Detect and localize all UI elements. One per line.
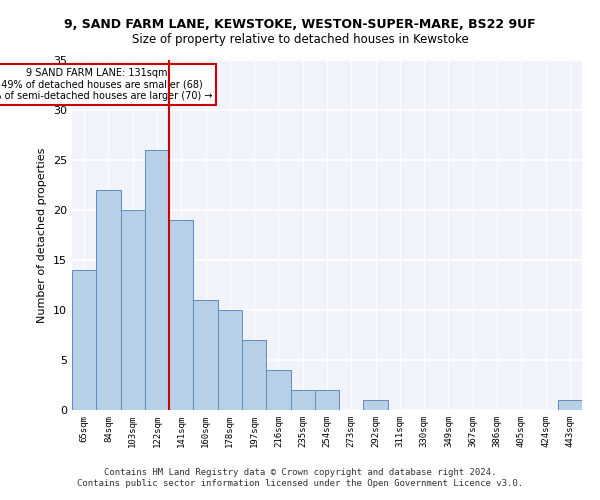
Bar <box>96 190 121 410</box>
Text: Contains HM Land Registry data © Crown copyright and database right 2024.
Contai: Contains HM Land Registry data © Crown c… <box>77 468 523 487</box>
Text: 9, SAND FARM LANE, KEWSTOKE, WESTON-SUPER-MARE, BS22 9UF: 9, SAND FARM LANE, KEWSTOKE, WESTON-SUPE… <box>64 18 536 30</box>
Bar <box>315 390 339 410</box>
Text: Size of property relative to detached houses in Kewstoke: Size of property relative to detached ho… <box>131 32 469 46</box>
Bar <box>364 400 388 410</box>
Bar <box>72 270 96 410</box>
Bar <box>218 310 242 410</box>
Bar <box>290 390 315 410</box>
Bar <box>169 220 193 410</box>
Bar <box>145 150 169 410</box>
Bar <box>558 400 582 410</box>
Y-axis label: Number of detached properties: Number of detached properties <box>37 148 47 322</box>
Text: 9 SAND FARM LANE: 131sqm
← 49% of detached houses are smaller (68)
50% of semi-d: 9 SAND FARM LANE: 131sqm ← 49% of detach… <box>0 68 212 101</box>
Bar <box>266 370 290 410</box>
Bar <box>193 300 218 410</box>
Bar <box>242 340 266 410</box>
Bar <box>121 210 145 410</box>
